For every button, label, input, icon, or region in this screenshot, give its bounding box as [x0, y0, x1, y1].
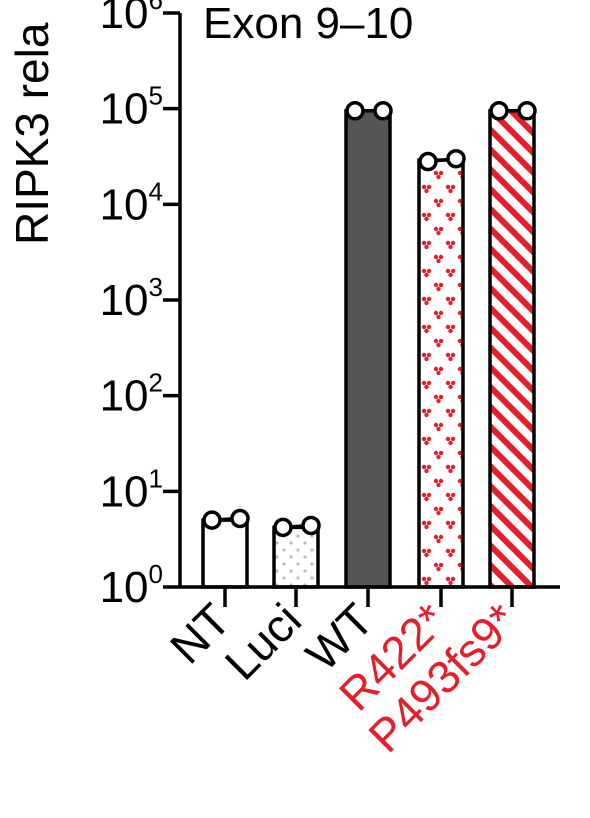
data-point	[517, 101, 537, 121]
y-tick-label: 102	[100, 368, 163, 421]
data-point	[373, 101, 393, 121]
y-tick-label: 100	[100, 559, 163, 612]
bar-p493fs9	[488, 109, 536, 589]
y-axis-label: RIPK3 rela	[6, 22, 58, 245]
data-point	[230, 508, 250, 529]
bar-wt	[344, 109, 392, 589]
bar-r422	[417, 158, 465, 589]
y-tick-label: 105	[100, 81, 163, 134]
data-point	[418, 151, 438, 172]
y-tick-label: 104	[100, 176, 163, 229]
y-tick-label: 101	[100, 463, 163, 516]
data-point	[345, 101, 365, 121]
bars	[201, 101, 537, 589]
data-point	[202, 510, 222, 530]
y-axis: 100 101 102 103 104 105 106	[100, 0, 182, 612]
data-point	[301, 515, 321, 536]
x-tick-label: Luci	[215, 593, 311, 689]
data-point	[446, 148, 466, 169]
y-tick-label: 103	[100, 272, 163, 325]
data-point	[273, 517, 293, 538]
data-point	[489, 101, 509, 121]
bar-nt	[201, 518, 249, 589]
y-tick-label: 106	[100, 0, 163, 38]
chart-title: Exon 9–10	[203, 0, 413, 48]
